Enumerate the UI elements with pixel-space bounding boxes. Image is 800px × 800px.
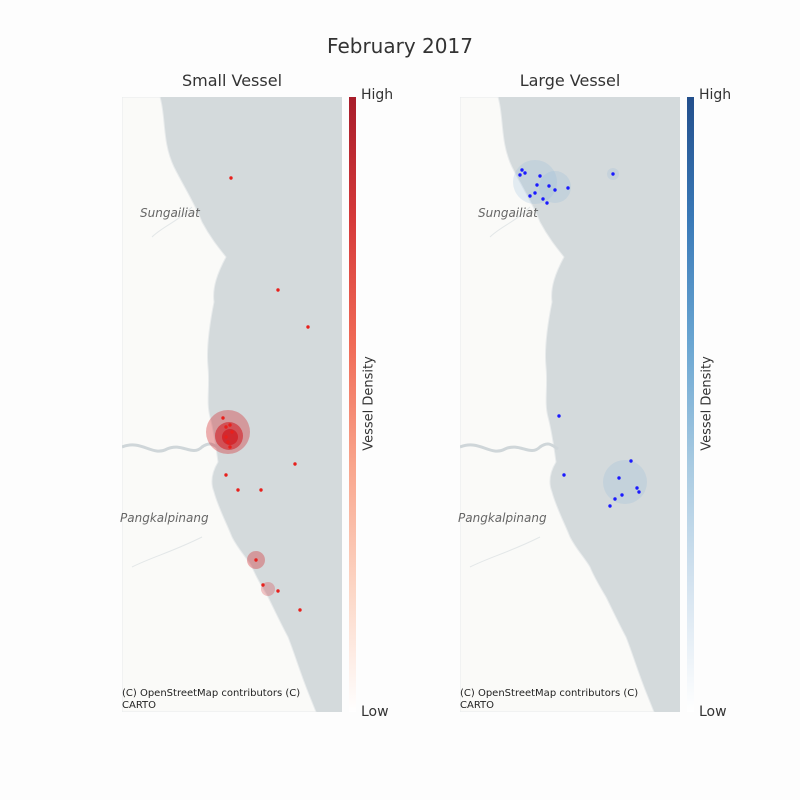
figure-title: February 2017 [327,34,473,58]
colorbar-low-label: Low [699,704,727,720]
vessel-point [545,201,549,205]
vessel-point [533,191,537,195]
vessel-point [608,504,612,508]
vessel-point [535,183,539,187]
vessel-point [224,435,228,439]
vessel-point [528,194,532,198]
vessel-point [228,445,232,449]
density-blob [222,429,238,445]
vessel-point [229,176,233,180]
city-label-sungailiat: Sungailiat [478,206,538,220]
vessel-point [228,423,232,427]
vessel-point [523,171,527,175]
density-blob [513,160,557,204]
vessel-point [611,172,615,176]
colorbar-axis-label: Vessel Density [699,356,715,451]
vessel-point [230,430,234,434]
colorbar-high-label: High [361,87,394,103]
vessel-point [226,440,230,444]
vessel-point [620,493,624,497]
map-attribution: (C) OpenStreetMap contributors (C) CARTO [460,688,639,711]
road-line [151,206,193,238]
vessel-point [261,583,265,587]
vessel-point [566,186,570,190]
vessel-point [254,558,258,562]
colorbar-small-vessel [349,97,356,712]
vessel-point [224,425,228,429]
map-large-vessel[interactable] [460,97,680,712]
vessel-point [221,416,225,420]
vessel-point [224,473,228,477]
map-canvas [122,97,342,712]
vessel-point [538,174,542,178]
city-label-sungailiat: Sungailiat [140,206,200,220]
vessel-point [562,473,566,477]
density-blob [539,171,571,203]
colorbar-axis-label: Vessel Density [361,356,377,451]
vessel-point [613,497,617,501]
vessel-point [520,168,524,172]
vessel-point [617,476,621,480]
vessel-point [553,188,557,192]
vessel-point [293,462,297,466]
vessel-point [306,325,310,329]
map-small-vessel[interactable] [122,97,342,712]
panel-title-large-vessel: Large Vessel [519,71,621,90]
vessel-point [298,608,302,612]
river-line [460,442,559,453]
vessel-point [276,288,280,292]
vessel-point [276,589,280,593]
map-canvas [460,97,680,712]
city-label-pangkalpinang: Pangkalpinang [120,511,209,525]
vessel-point [541,197,545,201]
colorbar-high-label: High [699,87,732,103]
colorbar-large-vessel [687,97,694,712]
land-area [122,97,317,712]
road-line [131,536,203,568]
road-line [489,206,531,238]
map-attribution: (C) OpenStreetMap contributors (C) CARTO [122,688,301,711]
vessel-point [547,184,551,188]
colorbar-low-label: Low [361,704,389,720]
vessel-point [629,459,633,463]
road-line [469,536,541,568]
vessel-point [259,488,263,492]
vessel-point [518,173,522,177]
river-line [122,442,221,453]
vessel-point [635,486,639,490]
land-area [460,97,655,712]
density-blob [603,460,647,504]
vessel-point [236,488,240,492]
panel-title-small-vessel: Small Vessel [181,71,283,90]
vessel-point [557,414,561,418]
vessel-point [637,490,641,494]
city-label-pangkalpinang: Pangkalpinang [458,511,547,525]
